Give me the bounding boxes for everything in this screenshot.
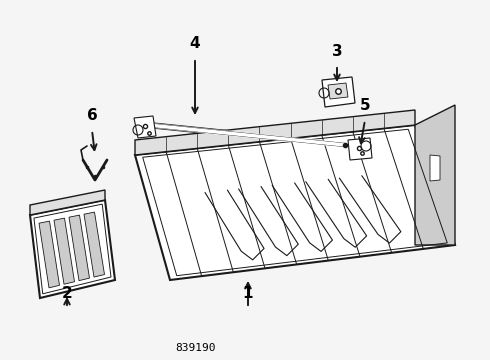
- Text: 839190: 839190: [175, 343, 215, 353]
- Text: 4: 4: [190, 36, 200, 51]
- Polygon shape: [54, 218, 74, 284]
- Polygon shape: [134, 116, 156, 138]
- Text: 1: 1: [243, 287, 253, 302]
- Text: 2: 2: [62, 287, 73, 302]
- Polygon shape: [322, 77, 355, 107]
- Polygon shape: [84, 212, 104, 277]
- Text: 5: 5: [360, 99, 370, 113]
- Polygon shape: [328, 83, 348, 99]
- Text: 6: 6: [87, 108, 98, 123]
- Polygon shape: [135, 110, 415, 155]
- Polygon shape: [30, 190, 105, 215]
- Polygon shape: [135, 125, 455, 280]
- Polygon shape: [69, 215, 90, 281]
- Text: 3: 3: [332, 44, 343, 58]
- Polygon shape: [430, 155, 440, 181]
- Polygon shape: [348, 138, 372, 160]
- Polygon shape: [39, 221, 59, 288]
- Polygon shape: [415, 105, 455, 245]
- Polygon shape: [30, 200, 115, 298]
